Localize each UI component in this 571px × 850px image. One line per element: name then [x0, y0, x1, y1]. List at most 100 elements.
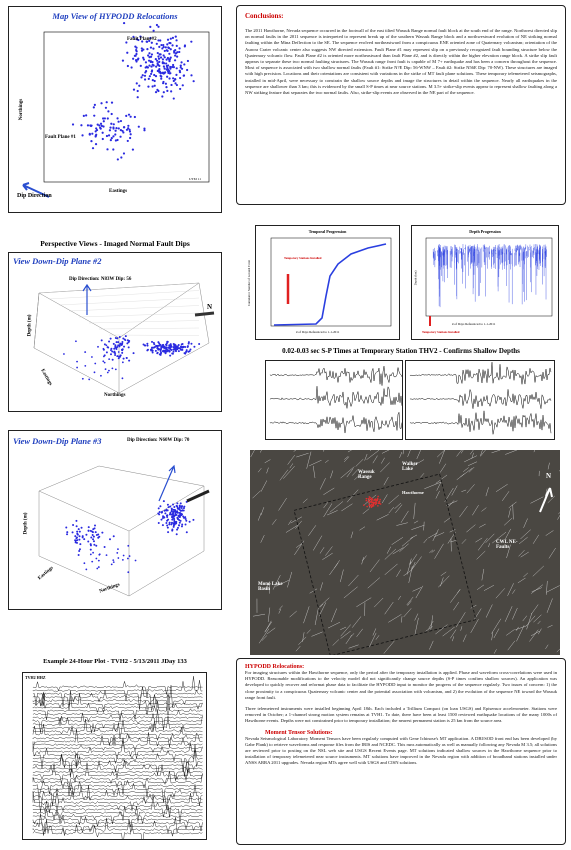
trace	[32, 773, 203, 796]
event-dot	[152, 64, 155, 67]
fault-trace	[428, 532, 438, 539]
event-dot	[168, 59, 171, 63]
event-dot	[126, 51, 129, 54]
event-dot	[91, 534, 94, 537]
fault-trace	[508, 501, 517, 509]
trace	[32, 759, 203, 779]
event-dot	[97, 566, 100, 568]
event-dot	[122, 337, 125, 340]
event-dot	[170, 513, 173, 516]
depth-panel: Depth Progression Depth (km) # of Days R…	[411, 225, 559, 340]
fault-trace	[558, 511, 560, 515]
trace	[32, 771, 203, 795]
event-dot	[85, 114, 88, 117]
event-dot	[165, 522, 168, 525]
fault-trace	[429, 640, 434, 650]
event-dot	[162, 45, 165, 49]
fault-trace	[396, 569, 401, 577]
event-dot	[96, 123, 99, 126]
fault-trace	[526, 615, 536, 626]
fault-trace	[250, 450, 255, 458]
event-dot	[151, 79, 154, 82]
event-dot	[92, 106, 95, 109]
event-dot	[81, 134, 84, 137]
event-dot	[162, 91, 165, 94]
trace	[32, 805, 203, 822]
event-dot	[146, 344, 149, 347]
trace	[32, 709, 203, 717]
event-dot	[171, 36, 175, 39]
trace	[32, 685, 203, 711]
fault-trace	[485, 487, 489, 497]
fault-trace	[516, 625, 525, 642]
event-dot	[170, 510, 173, 513]
event-dot	[163, 67, 166, 70]
event-dot	[184, 516, 187, 519]
event-dot	[175, 67, 178, 70]
fault-trace	[322, 552, 333, 560]
fault-trace	[332, 639, 340, 646]
fault-trace	[401, 616, 403, 623]
arrow	[82, 283, 92, 315]
fault-trace	[407, 450, 411, 457]
trace	[32, 794, 203, 823]
event-dot	[84, 365, 87, 367]
trace	[32, 819, 203, 839]
event-dot	[173, 59, 177, 62]
fault-trace	[428, 620, 434, 629]
fault-trace	[330, 470, 334, 479]
event-dot	[121, 59, 125, 62]
event-dot	[120, 343, 123, 346]
event-dot	[119, 135, 122, 138]
fault-trace	[323, 487, 335, 496]
grid-line	[108, 334, 200, 336]
fault-trace	[460, 450, 464, 454]
event-dot	[122, 152, 126, 155]
event-dot	[125, 128, 129, 131]
event-dot	[124, 335, 127, 338]
fault-trace	[435, 490, 440, 499]
event-dot	[97, 536, 100, 539]
event-dot	[111, 358, 114, 361]
temporal-panel: Temporal Progression Cumulative Number o…	[247, 225, 400, 340]
event-dot	[95, 544, 98, 547]
event-dot	[179, 502, 182, 505]
section-title: Perspective Views - Imaged Normal Fault …	[40, 239, 190, 248]
event-dot	[118, 345, 121, 348]
trace	[32, 781, 203, 803]
event-dot	[169, 48, 172, 51]
event-dot	[139, 64, 142, 67]
fault-trace	[303, 606, 310, 624]
trace	[32, 789, 203, 813]
event-dot	[151, 60, 154, 64]
event-dot	[163, 346, 166, 349]
event-dot	[159, 53, 162, 56]
fault-trace	[272, 575, 281, 590]
fault-trace	[343, 586, 358, 599]
fault-trace	[257, 467, 262, 473]
event-dot	[85, 568, 88, 571]
event-dot	[115, 347, 118, 350]
event-dot	[114, 368, 117, 371]
event-dot	[116, 158, 119, 161]
north-arrow	[194, 311, 215, 317]
event-dot	[368, 501, 371, 504]
fault-trace	[352, 616, 362, 628]
fault-trace	[411, 524, 425, 530]
fault-trace	[523, 518, 528, 528]
event-dot	[166, 509, 169, 512]
event-dot	[164, 349, 167, 352]
event-dot	[81, 536, 84, 539]
event-dot	[75, 519, 78, 522]
fault-trace	[410, 534, 418, 539]
fault-trace	[403, 608, 412, 618]
fault-trace	[501, 491, 510, 502]
event-dot	[148, 56, 151, 59]
fault-trace	[466, 524, 476, 533]
fault-trace	[495, 588, 505, 599]
event-dot	[368, 498, 371, 500]
event-dot	[76, 530, 79, 533]
label: Dip Direction: N60W Dip: 70	[127, 438, 190, 443]
event-dot	[117, 557, 120, 559]
trace	[32, 813, 203, 834]
